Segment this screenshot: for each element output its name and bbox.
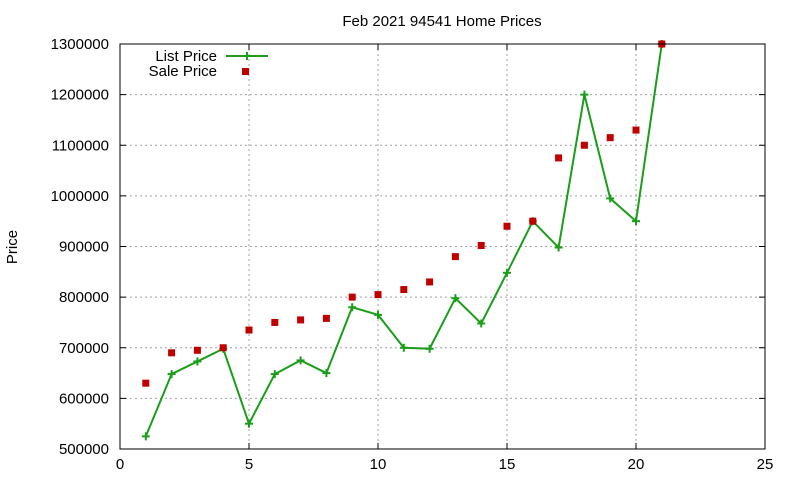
data-point-list-price [554,243,563,252]
legend-marker-sale-price [242,68,249,75]
y-tick-label: 700000 [59,340,109,357]
data-point-list-price [322,369,331,378]
x-tick-label: 25 [757,456,774,473]
data-point-sale-price [606,134,614,142]
axes-layer: 0 5 10 15 20 25 500000 600000 700000 800000 900000… [51,36,774,473]
data-point-sale-price [580,141,588,149]
data-point-sale-price [451,253,459,261]
data-point-sale-price [555,154,563,162]
data-point-sale-price [374,291,382,299]
data-point-list-price [167,370,176,379]
data-point-sale-price [426,278,434,286]
y-tick-label: 800000 [59,289,109,306]
data-point-list-price [477,319,486,328]
x-tick-label: 0 [116,456,124,473]
data-point-list-price [632,217,640,226]
data-point-sale-price [503,222,511,230]
legend-marker-list-price [243,52,251,60]
x-tick-label: 15 [499,456,516,473]
x-tick-label: 20 [628,456,645,473]
legend: List Price Sale Price [149,48,268,80]
series-layer [141,40,666,441]
data-point-sale-price [348,293,356,301]
data-point-list-price [580,90,589,99]
data-point-sale-price [322,314,330,322]
data-point-sale-price [193,346,201,354]
data-point-list-price [141,432,150,441]
data-point-list-price [245,419,253,428]
data-point-sale-price [271,318,279,326]
y-tick-label: 900000 [59,239,109,256]
data-point-list-price [399,343,408,352]
plot-frame [119,43,766,450]
x-tick-label: 10 [370,456,387,473]
data-point-list-price [270,370,279,379]
data-point-sale-price [632,126,640,134]
legend-entry-sale-price: Sale Price [149,63,249,80]
data-point-list-price [296,356,305,365]
y-tick-label: 1100000 [52,137,109,154]
data-point-sale-price [168,349,176,357]
y-axis-label: Price [4,230,21,264]
data-point-list-price [606,194,615,203]
legend-label-sale-price: Sale Price [149,63,217,80]
data-point-sale-price [245,326,253,334]
grid-layer [120,44,765,449]
legend-label-list-price: List Price [155,48,217,65]
data-point-sale-price [400,286,408,294]
series-line-list-price [144,43,663,437]
legend-plus-icon [243,52,251,60]
data-point-list-price [348,303,357,312]
data-point-list-price [425,344,434,353]
y-tick-label: 600000 [59,390,109,407]
data-point-sale-price [529,217,537,225]
y-tick-label: 1200000 [51,87,109,104]
legend-entry-list-price: List Price [155,48,268,65]
data-point-sale-price [297,316,305,324]
y-tick-label: 1000000 [51,188,109,205]
data-point-list-price [193,357,202,366]
y-tick-label: 500000 [59,441,109,458]
data-point-list-price [451,294,460,303]
data-point-list-price [374,310,382,319]
data-point-sale-price [142,379,150,387]
data-point-sale-price [477,241,485,249]
x-tick-label: 5 [245,456,253,473]
data-point-list-price [503,268,511,277]
y-tick-label: 1300000 [51,36,109,53]
data-point-sale-price [219,344,227,352]
chart-title: Feb 2021 94541 Home Prices [342,13,541,30]
